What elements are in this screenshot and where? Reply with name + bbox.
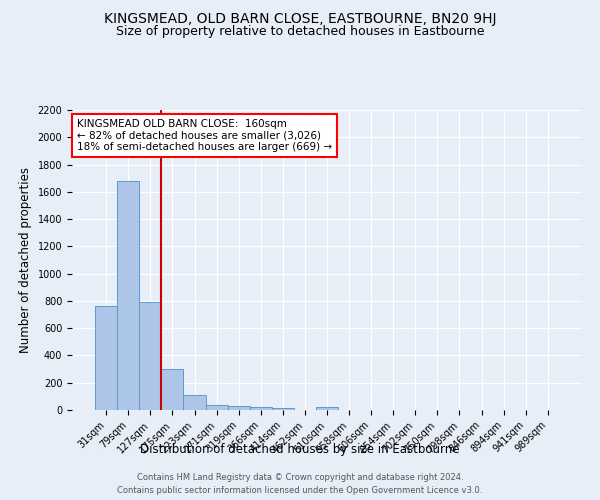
Text: Contains HM Land Registry data © Crown copyright and database right 2024.: Contains HM Land Registry data © Crown c… [137, 472, 463, 482]
Y-axis label: Number of detached properties: Number of detached properties [19, 167, 32, 353]
Bar [206, 404, 227, 410]
Text: Distribution of detached houses by size in Eastbourne: Distribution of detached houses by size … [140, 442, 460, 456]
Text: Size of property relative to detached houses in Eastbourne: Size of property relative to detached ho… [116, 25, 484, 38]
Bar [316, 407, 338, 410]
Bar [161, 369, 184, 410]
Bar [139, 302, 161, 410]
Bar [250, 407, 272, 410]
Bar [95, 306, 117, 410]
Text: KINGSMEAD OLD BARN CLOSE:  160sqm
← 82% of detached houses are smaller (3,026)
1: KINGSMEAD OLD BARN CLOSE: 160sqm ← 82% o… [77, 119, 332, 152]
Text: Contains public sector information licensed under the Open Government Licence v3: Contains public sector information licen… [118, 486, 482, 495]
Text: KINGSMEAD, OLD BARN CLOSE, EASTBOURNE, BN20 9HJ: KINGSMEAD, OLD BARN CLOSE, EASTBOURNE, B… [104, 12, 496, 26]
Bar [184, 395, 206, 410]
Bar [272, 408, 294, 410]
Bar [117, 181, 139, 410]
Bar [227, 406, 250, 410]
